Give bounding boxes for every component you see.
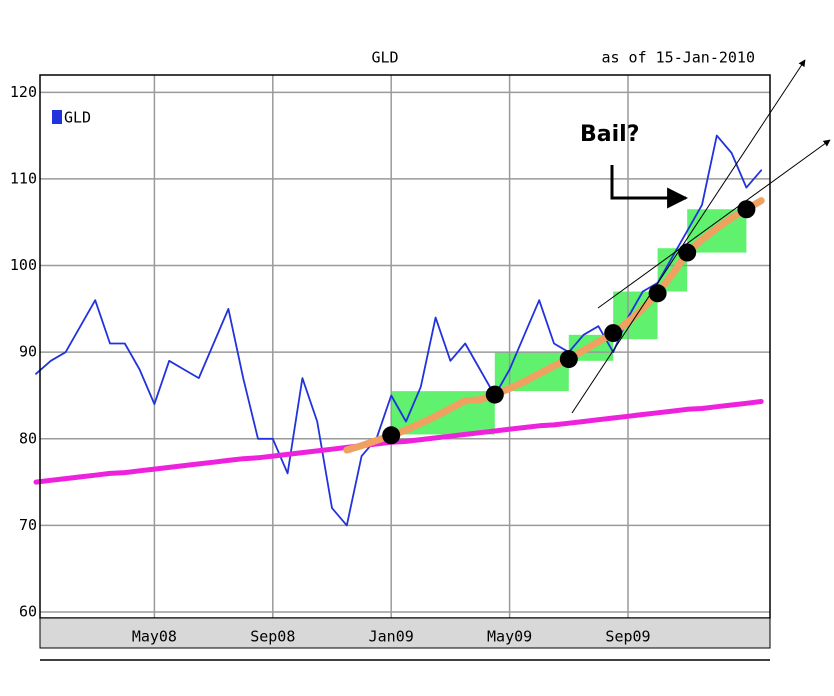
data-point (485, 385, 504, 404)
tangent-arrow (597, 139, 831, 309)
x-tick-label: May09 (487, 628, 532, 646)
x-tick-label: Sep09 (605, 628, 650, 646)
date-band (39, 617, 771, 649)
range-box (494, 352, 569, 392)
y-tick-label: 60 (19, 603, 37, 621)
series-line (33, 399, 764, 485)
data-point (604, 324, 623, 343)
y-tick-label: 120 (10, 83, 37, 101)
y-tick-label: 90 (19, 343, 37, 361)
series-line (35, 134, 763, 527)
annotation-arrow (610, 165, 689, 209)
chart-title: GLD (371, 49, 398, 67)
data-point (737, 200, 756, 219)
chart-subtitle: as of 15-Jan-2010 (601, 49, 755, 67)
tangent-arrow (571, 59, 806, 414)
legend-swatch (52, 110, 62, 124)
x-tick-label: May08 (132, 628, 177, 646)
x-tick-label: Jan09 (369, 628, 414, 646)
y-tick-label: 80 (19, 429, 37, 447)
x-tick-label: Sep08 (250, 628, 295, 646)
data-point (559, 350, 578, 369)
data-point (678, 243, 697, 262)
y-tick-label: 110 (10, 169, 37, 187)
grid (40, 75, 770, 618)
plot-frame (39, 74, 771, 619)
data-point (382, 426, 401, 445)
annotation: Bail? (580, 122, 639, 147)
legend-label: GLD (64, 109, 91, 127)
series (33, 134, 765, 527)
y-tick-label: 100 (10, 256, 37, 274)
data-point (648, 284, 667, 303)
y-tick-label: 70 (19, 516, 37, 534)
